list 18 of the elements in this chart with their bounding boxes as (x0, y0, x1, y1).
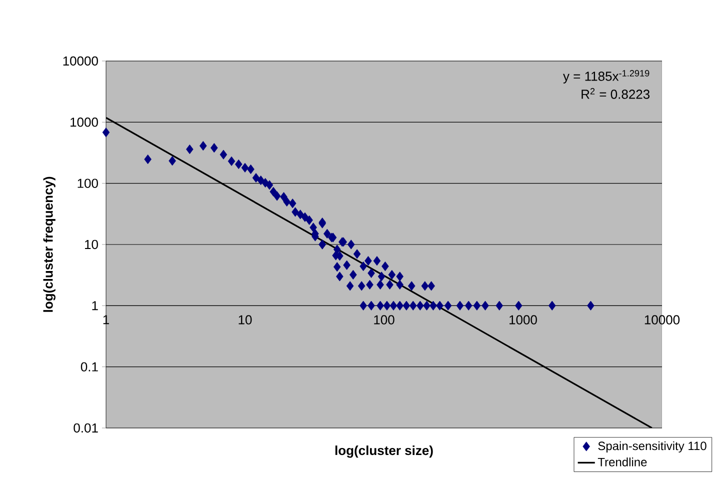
y-tick-label: 0.1 (80, 362, 98, 372)
x-tick-label: 1 (103, 315, 109, 324)
y-tick-label: 1000 (70, 118, 98, 127)
x-axis-title: log(cluster size) (335, 446, 433, 458)
y-tick-label: 10000 (63, 56, 98, 66)
legend-label: Trendline (598, 458, 647, 466)
legend-label: Spain-sensitivity 110 (598, 441, 706, 453)
y-tick-label: 0.01 (74, 423, 98, 433)
y-tick-label: 100 (78, 178, 98, 188)
x-tick-label: 10 (238, 315, 252, 324)
y-tick-label: 1 (92, 301, 98, 310)
x-tick-label: 10000 (644, 315, 680, 324)
y-tick-label: 10 (85, 240, 98, 250)
annotation: R$^{2}$ = 0.8223 (582, 88, 650, 99)
x-tick-label: 100 (374, 315, 394, 324)
y-axis-title: log(cluster frequency) (43, 176, 56, 312)
x-tick-label: 1000 (510, 315, 537, 324)
annotation: y = 1185x$^{-1.2919}$ (563, 70, 650, 84)
